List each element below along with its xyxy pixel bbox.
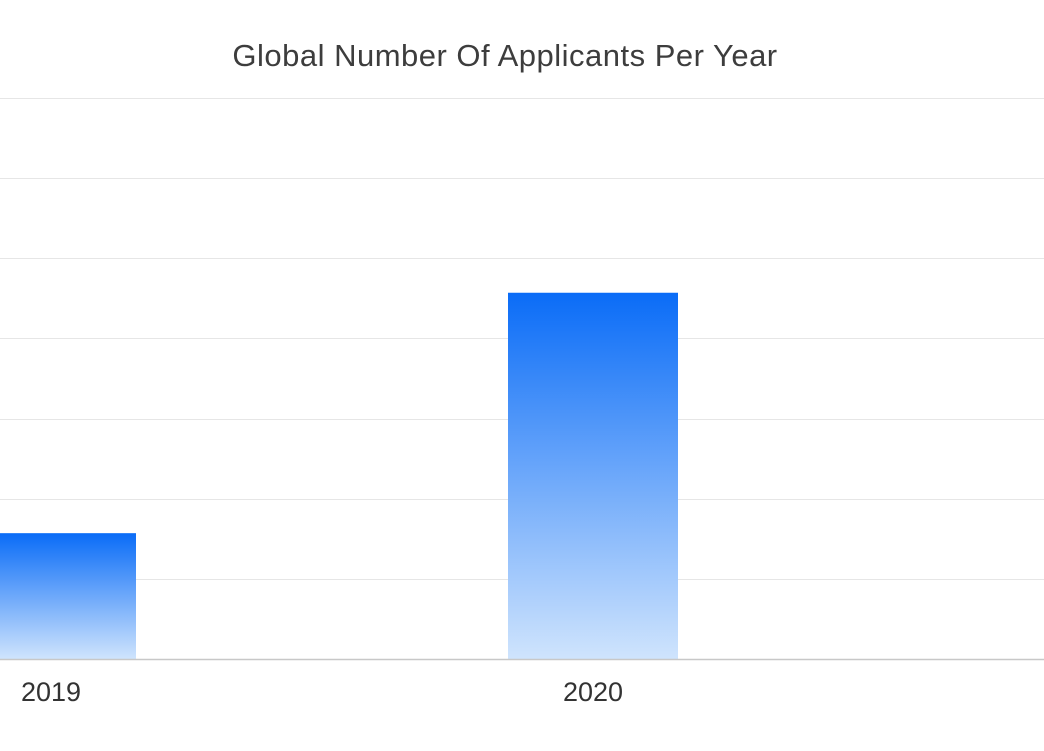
x-tick-labels: 2019 2020: [21, 677, 623, 707]
bar-2019: [0, 533, 136, 659]
x-tick-label-2019: 2019: [21, 677, 81, 707]
x-tick-label-2020: 2020: [563, 677, 623, 707]
chart-title: Global Number Of Applicants Per Year: [232, 38, 778, 73]
bars: [0, 292, 678, 659]
bar-2020: [508, 292, 678, 659]
